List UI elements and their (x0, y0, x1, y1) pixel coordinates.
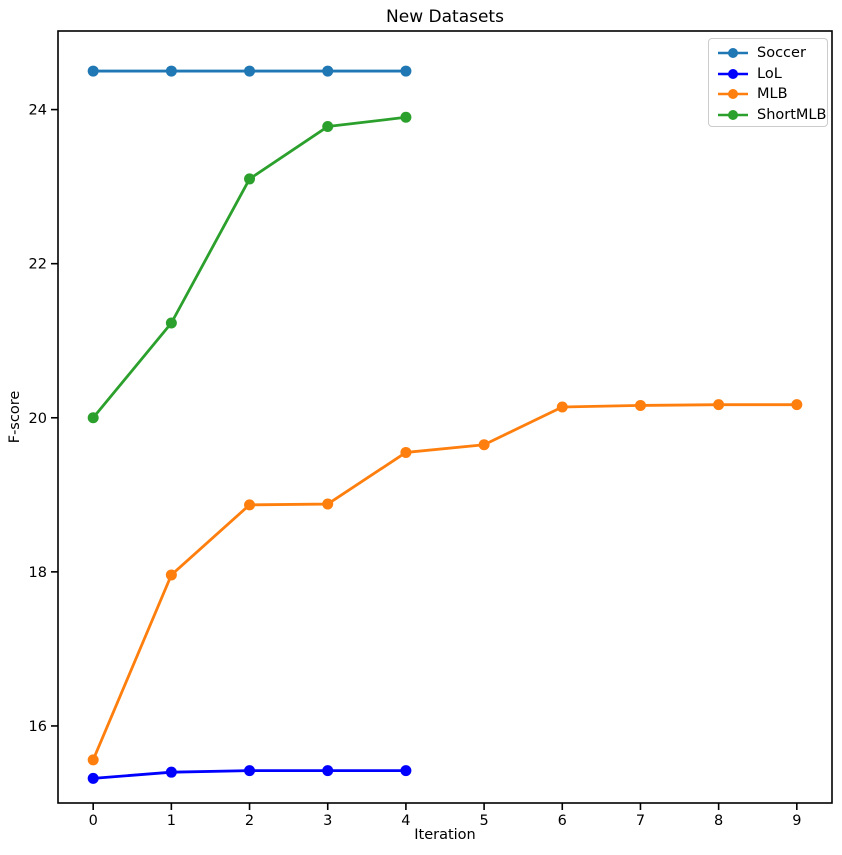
legend-label-lol: LoL (757, 65, 782, 82)
series-line-shortmlb (92, 115, 407, 419)
data-point (322, 765, 334, 777)
legend-label-soccer: Soccer (757, 45, 806, 61)
series-shortmlb (87, 111, 412, 424)
data-point (244, 499, 256, 511)
data-point (87, 772, 99, 784)
y-tick-label: 24 (29, 103, 47, 119)
data-point (165, 766, 177, 778)
legend-label-mlb: MLB (757, 86, 788, 102)
y-tick-label: 18 (29, 565, 47, 581)
data-point (322, 65, 334, 77)
legend-item-shortmlb: ShortMLB (717, 105, 827, 126)
x-tick-label: 6 (558, 813, 567, 829)
data-point (244, 173, 256, 185)
data-point (478, 439, 490, 451)
y-axis-ticks: 16 18 20 22 24 (29, 103, 58, 735)
data-point (322, 121, 334, 133)
series-mlb (87, 399, 803, 766)
data-point (165, 569, 177, 581)
data-point (87, 754, 99, 766)
y-tick-label: 16 (29, 719, 47, 735)
x-tick-label: 2 (245, 813, 254, 829)
data-point (400, 65, 412, 77)
legend-item-mlb: MLB (717, 84, 827, 105)
legend-swatch-soccer (718, 48, 748, 59)
x-tick-label: 3 (323, 813, 332, 829)
series-lol (87, 765, 412, 784)
data-point (87, 65, 99, 77)
legend-swatch-shortmlb (718, 109, 748, 120)
y-tick-label: 20 (29, 411, 47, 427)
y-axis-label: F-score (7, 390, 23, 444)
chart-title: New Datasets (386, 7, 504, 27)
data-point (556, 401, 568, 413)
data-point (165, 317, 177, 329)
x-tick-label: 8 (714, 813, 723, 829)
x-tick-label: 5 (479, 813, 488, 829)
data-point (400, 446, 412, 458)
data-point (244, 65, 256, 77)
x-tick-label: 9 (792, 813, 801, 829)
x-tick-label: 0 (89, 813, 98, 829)
series-soccer (87, 65, 412, 77)
x-tick-label: 7 (636, 813, 645, 829)
data-point (165, 65, 177, 77)
plot-border (57, 30, 833, 804)
y-tick-label: 22 (29, 257, 47, 273)
data-point (322, 498, 334, 510)
legend: Soccer LoL MLB ShortMLB (708, 38, 828, 127)
data-point (634, 399, 646, 411)
data-point (400, 765, 412, 777)
data-point (244, 765, 256, 777)
data-point (713, 399, 725, 411)
x-axis-ticks: 0 1 2 3 4 5 6 7 8 9 (89, 803, 801, 829)
data-point (87, 412, 99, 424)
legend-item-soccer: Soccer (717, 43, 827, 64)
legend-swatch-lol (718, 68, 748, 79)
series-line-mlb (91, 403, 797, 761)
x-tick-label: 1 (167, 813, 176, 829)
x-axis-label: Iteration (414, 827, 476, 843)
data-point (400, 111, 412, 123)
legend-item-lol: LoL (717, 64, 827, 85)
data-point (791, 399, 803, 411)
x-tick-label: 4 (401, 813, 410, 829)
legend-swatch-mlb (718, 89, 748, 100)
legend-label-shortmlb: ShortMLB (757, 106, 827, 123)
